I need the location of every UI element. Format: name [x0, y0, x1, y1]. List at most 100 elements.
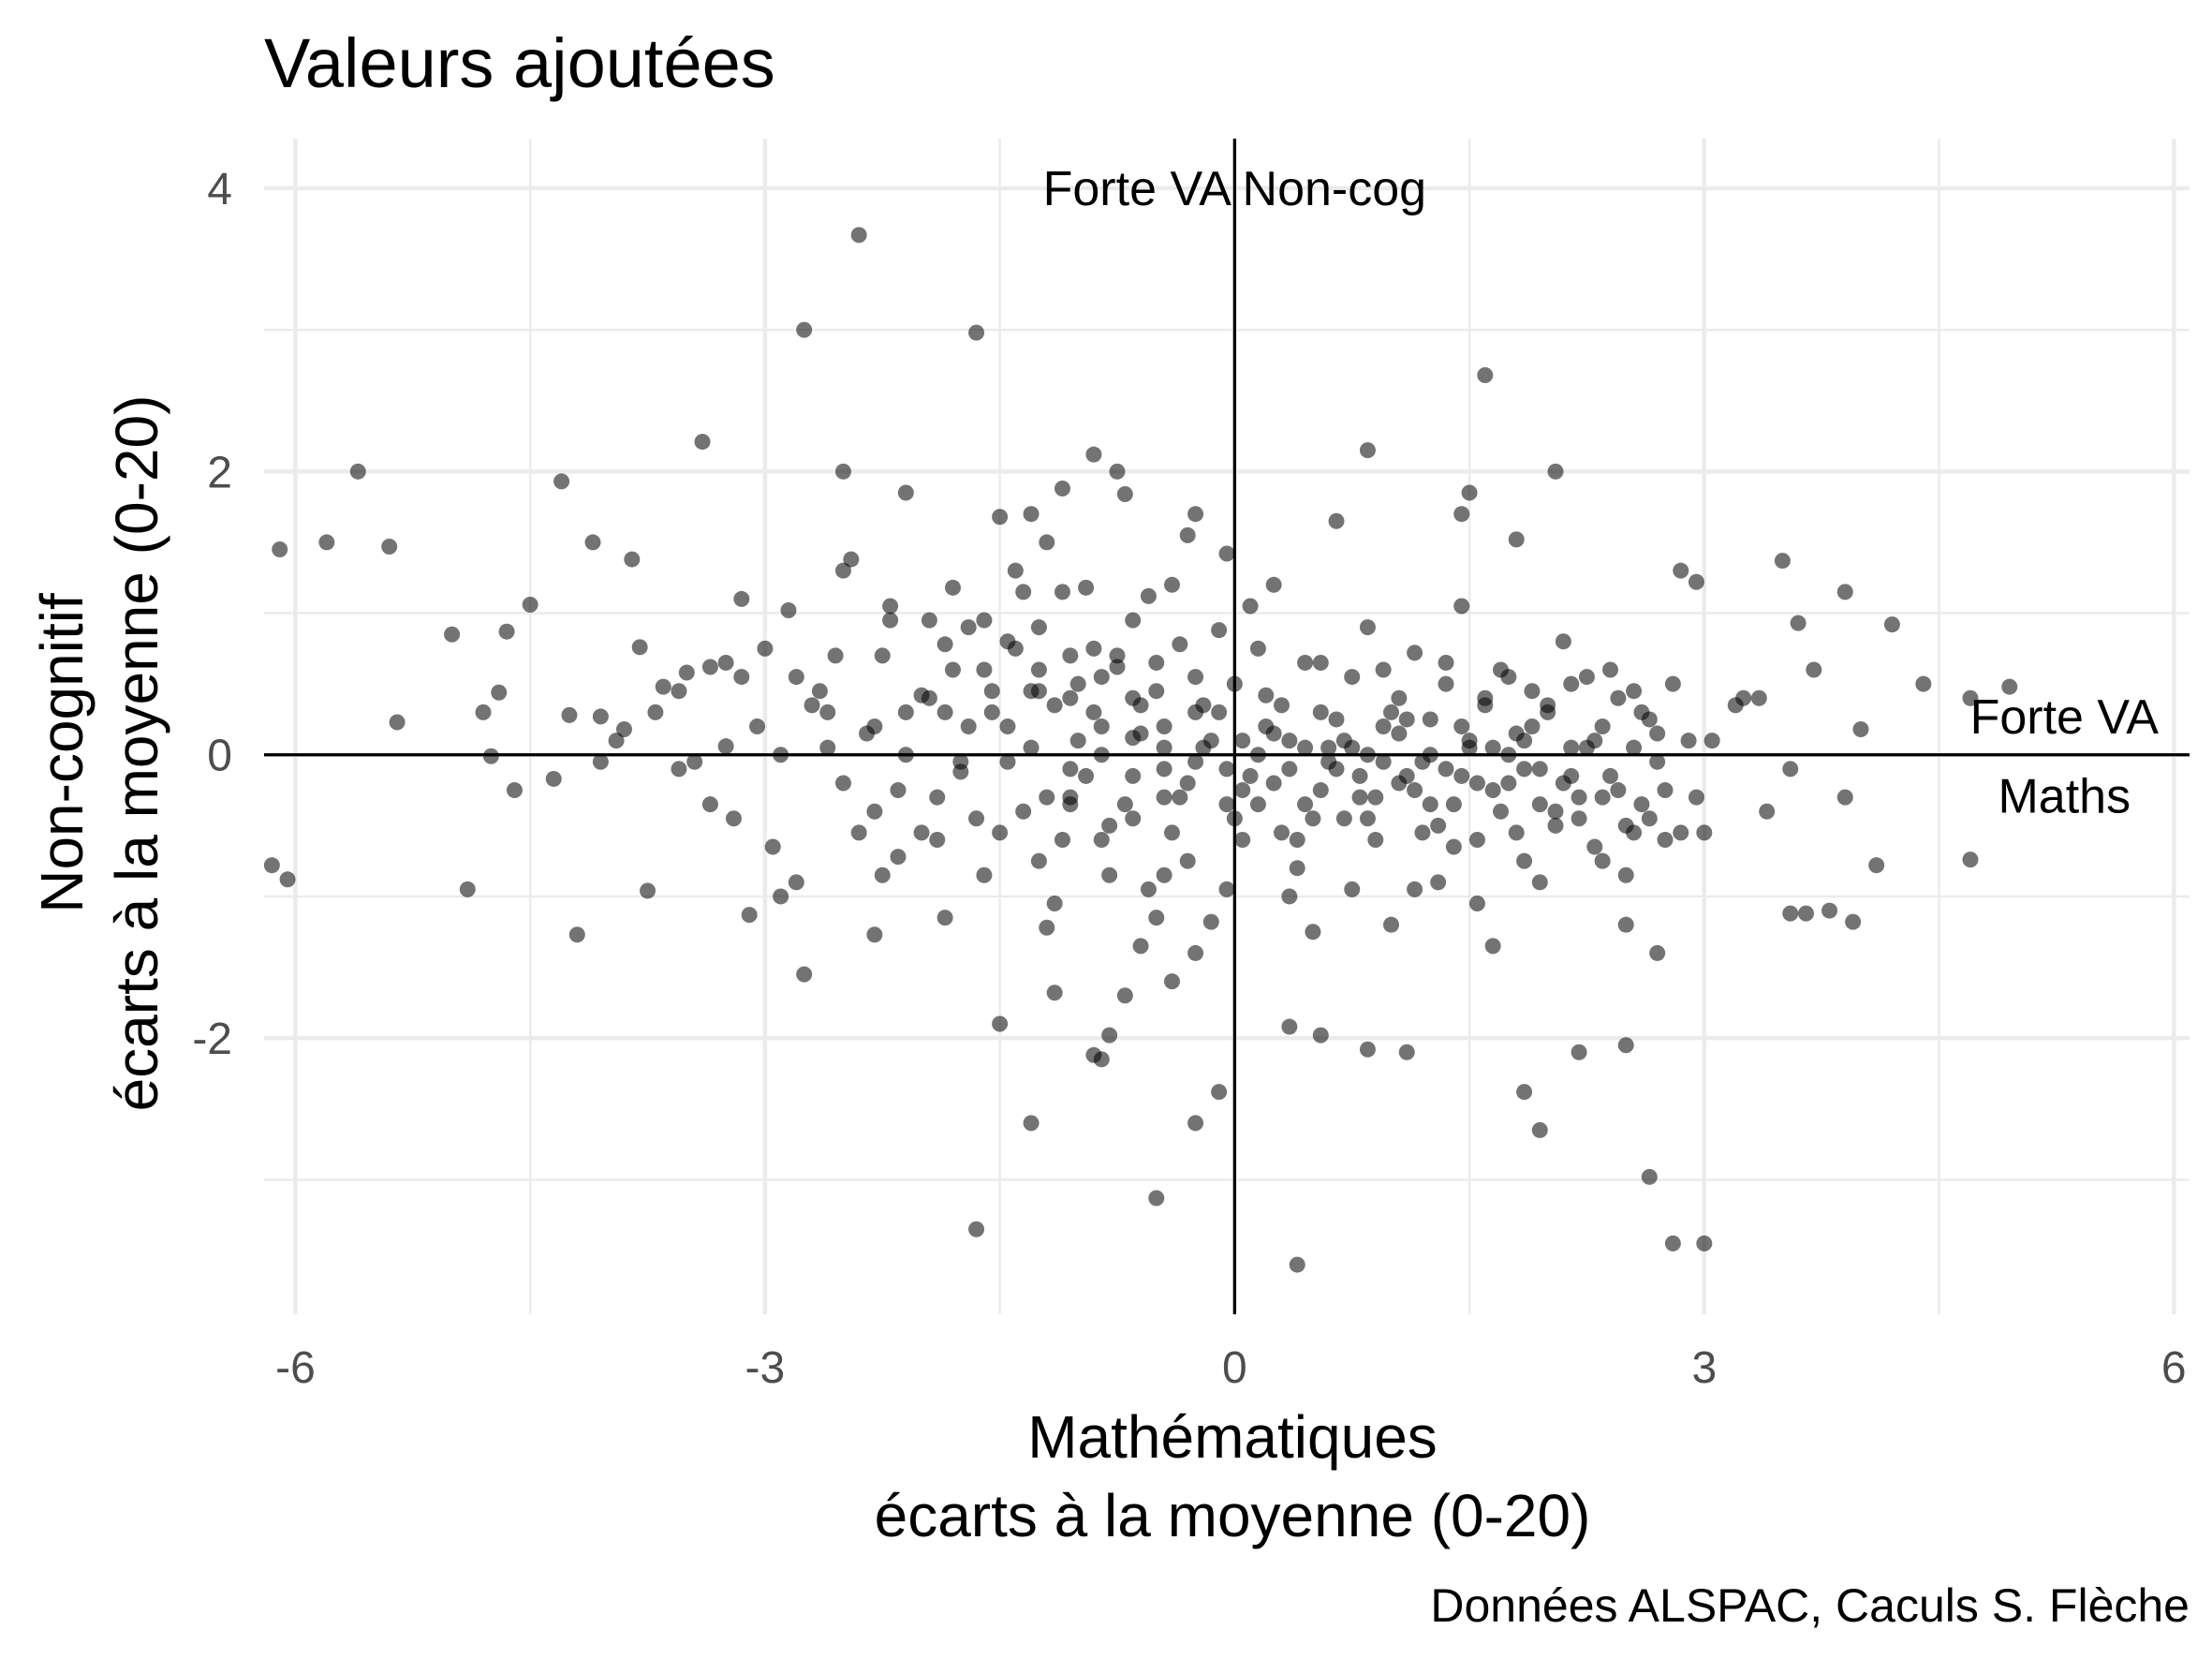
data-point	[1531, 874, 1548, 891]
data-point	[968, 324, 985, 341]
data-point	[983, 683, 1000, 700]
data-point	[1383, 704, 1400, 720]
data-point	[850, 227, 867, 244]
data-point	[1516, 1084, 1533, 1101]
data-point	[1007, 640, 1024, 657]
y-tick-label: 0	[207, 732, 232, 781]
data-point	[318, 534, 335, 551]
data-point	[1249, 796, 1266, 813]
data-point	[1391, 725, 1408, 742]
data-point	[1211, 704, 1228, 720]
data-point	[1610, 782, 1627, 799]
data-point	[1461, 739, 1478, 756]
data-point	[1367, 831, 1384, 848]
data-point	[1023, 739, 1040, 756]
data-point	[1563, 739, 1580, 756]
data-point	[1359, 1041, 1376, 1058]
data-point	[992, 824, 1009, 841]
data-point	[796, 321, 813, 338]
data-point	[1274, 697, 1290, 714]
data-point	[1148, 910, 1165, 926]
data-point	[1109, 659, 1126, 675]
data-point	[976, 612, 993, 629]
data-point	[1218, 545, 1235, 562]
data-point	[788, 874, 804, 891]
data-point	[796, 966, 813, 983]
data-point	[647, 704, 664, 720]
data-point	[1610, 689, 1627, 706]
data-point	[1626, 739, 1643, 756]
data-point	[1211, 1084, 1228, 1101]
data-point	[1477, 689, 1494, 706]
data-point	[1750, 689, 1767, 706]
data-point	[1163, 576, 1180, 593]
data-point	[725, 810, 742, 827]
data-point	[1046, 985, 1063, 1001]
data-point	[553, 473, 570, 490]
data-point	[717, 738, 734, 755]
data-point	[263, 857, 280, 874]
data-point	[1078, 767, 1095, 784]
data-point	[1688, 789, 1704, 806]
data-point	[1664, 1235, 1681, 1252]
data-point	[1125, 810, 1142, 827]
data-point	[1312, 782, 1329, 799]
data-point	[1586, 733, 1603, 749]
data-point	[444, 626, 461, 643]
data-point	[498, 623, 515, 640]
data-point	[1367, 789, 1384, 806]
data-point	[1187, 704, 1204, 720]
annotation-label: Forte VA	[1970, 690, 2160, 745]
data-point	[1320, 739, 1337, 756]
data-point	[1344, 739, 1361, 756]
data-point	[1046, 697, 1063, 714]
data-point	[1430, 874, 1447, 891]
data-point	[1445, 838, 1462, 855]
data-point	[1140, 881, 1157, 897]
data-point	[1883, 616, 1900, 633]
data-point	[1774, 553, 1791, 570]
data-point	[1547, 817, 1564, 834]
data-point	[804, 697, 820, 714]
data-point	[929, 789, 946, 806]
data-point	[1187, 944, 1204, 961]
data-point	[1085, 704, 1102, 720]
data-point	[1281, 1018, 1298, 1035]
data-point	[1234, 733, 1251, 749]
data-point	[1156, 867, 1172, 883]
data-point	[1578, 669, 1595, 686]
data-point	[1398, 711, 1415, 728]
data-point	[1414, 824, 1431, 841]
x-axis-title-line-1: Mathématiques	[1027, 1403, 1438, 1471]
y-tick-labels: -2 0 2 4	[192, 165, 232, 1064]
data-point	[1696, 1235, 1713, 1252]
data-point	[1524, 683, 1541, 700]
data-point	[1547, 463, 1564, 480]
data-point	[1845, 913, 1862, 930]
data-point	[1407, 782, 1423, 799]
data-point	[780, 602, 797, 619]
data-point	[1109, 647, 1126, 664]
data-point	[1148, 654, 1165, 671]
data-point	[1265, 775, 1282, 792]
data-point	[1680, 733, 1697, 749]
data-point	[1179, 852, 1196, 869]
data-point	[624, 551, 641, 568]
data-point	[1023, 506, 1040, 523]
data-point	[843, 551, 860, 568]
data-point	[1359, 810, 1376, 827]
y-tick-label: 2	[207, 448, 232, 497]
data-point	[897, 704, 914, 720]
x-tick-label: 6	[2161, 1343, 2187, 1393]
data-point	[1359, 442, 1376, 459]
data-point	[764, 838, 781, 855]
data-point	[1531, 1121, 1548, 1138]
data-point	[1438, 654, 1454, 671]
y-axis-title-line-2: écarts à la moyenne (0-20)	[103, 395, 170, 1112]
data-point	[944, 579, 961, 596]
data-point	[999, 753, 1016, 770]
data-point	[749, 718, 766, 734]
data-point	[279, 871, 296, 888]
data-point	[671, 761, 687, 778]
